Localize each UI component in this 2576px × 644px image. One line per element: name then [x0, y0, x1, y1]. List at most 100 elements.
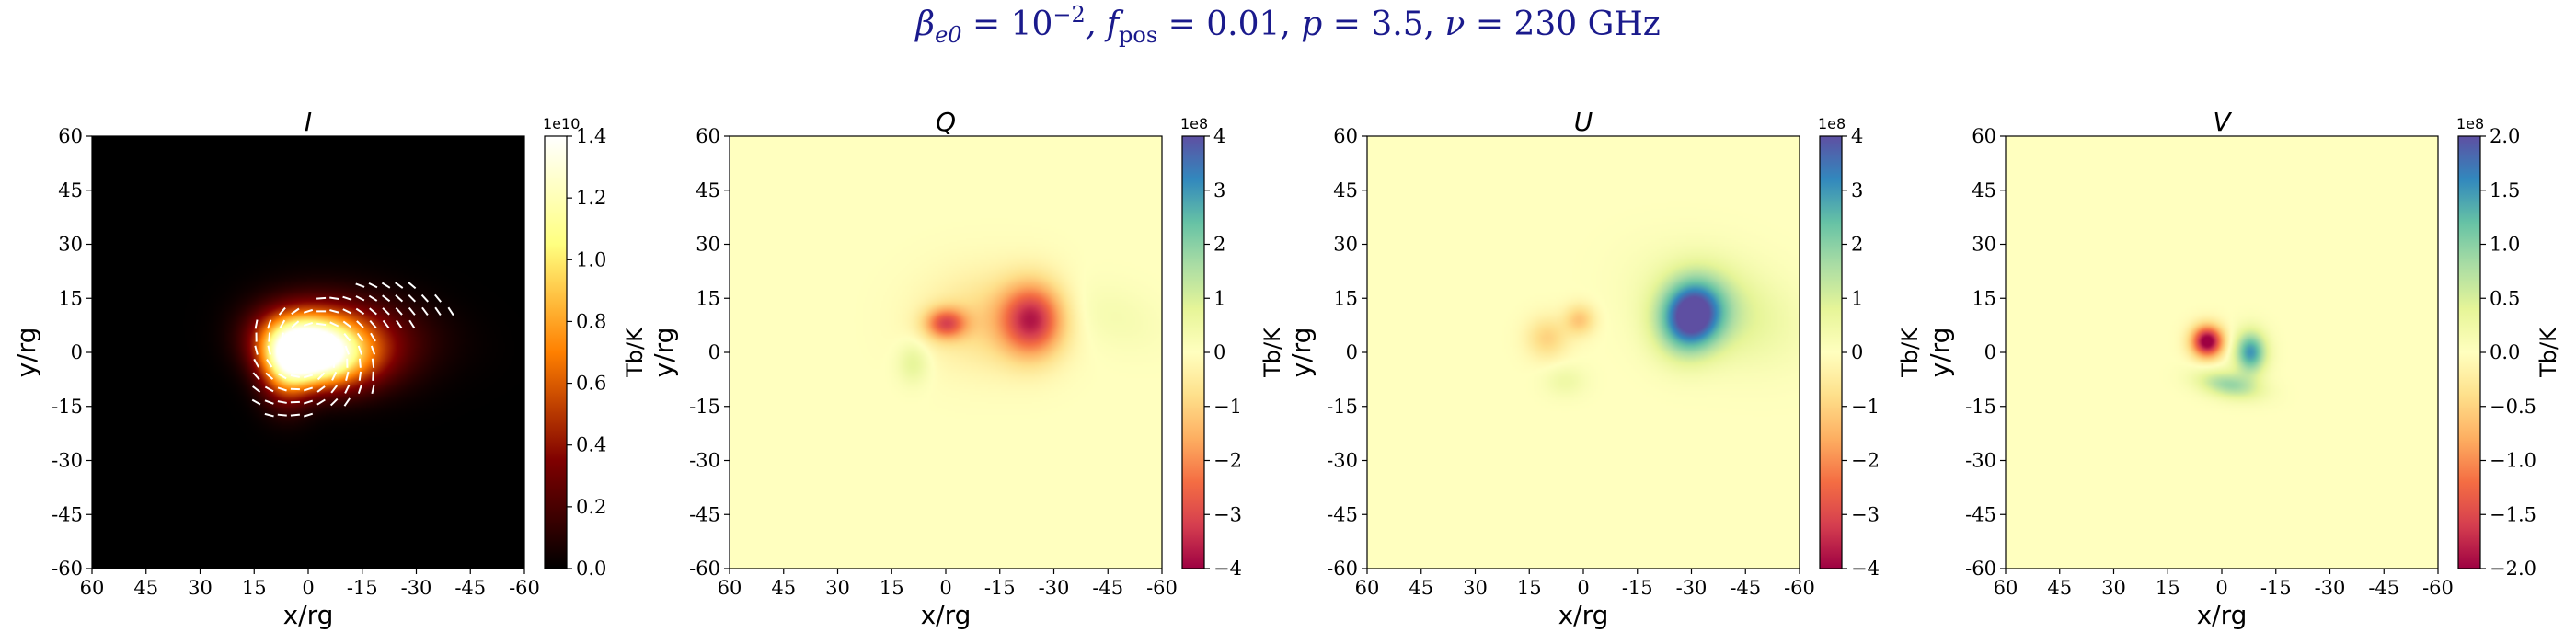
polarization-tick	[382, 319, 390, 329]
x-tick-label: -15	[347, 577, 378, 599]
x-tick-label: 60	[1994, 577, 2018, 599]
polarization-tick	[434, 293, 442, 303]
y-tick-label: -30	[1327, 450, 1358, 472]
y-tick-label: -15	[689, 396, 720, 418]
polarization-tick	[292, 332, 299, 342]
colorbar-gradient	[544, 135, 568, 569]
title-nu: ν	[1445, 6, 1466, 43]
title-beta-sub: e0	[935, 22, 961, 48]
polarization-tick	[357, 384, 362, 395]
colorbar-offset: 1e8	[1818, 115, 1846, 132]
colorbar-label: Tb/K	[2536, 327, 2561, 378]
panel-title: Q	[936, 107, 956, 137]
polarization-tick	[408, 293, 417, 303]
polarization-tick	[342, 320, 351, 328]
polarization-tick	[329, 296, 339, 300]
y-tick-label: -30	[689, 450, 720, 472]
polarization-tick	[277, 373, 287, 380]
polarization-tick	[316, 296, 327, 300]
colorbar-tick-label: 3	[1213, 179, 1225, 201]
polarization-tick	[293, 345, 297, 355]
colorbar-tick-label: 4	[1851, 125, 1863, 147]
x-tick-label: 0	[939, 577, 951, 599]
title-f-sub: pos	[1119, 22, 1157, 48]
polarization-tick	[356, 320, 364, 328]
polarization-tick	[434, 306, 442, 316]
colorbar-tick-label: 0.8	[576, 310, 606, 332]
colorbar-label: Tb/K	[1259, 327, 1285, 378]
polarization-tick	[355, 282, 365, 288]
y-tick-label: 0	[71, 341, 83, 363]
title-f: , f	[1086, 6, 1124, 43]
polarization-tick	[267, 345, 271, 355]
colorbar-tick-label: 0.0	[2490, 341, 2520, 363]
x-tick-label: 45	[133, 577, 158, 599]
colorbar-tick-label: 3	[1851, 179, 1863, 201]
x-tick-label: 60	[1355, 577, 1380, 599]
y-tick-label: -30	[1965, 450, 1996, 472]
y-axis-label: y/rg	[11, 328, 41, 378]
polarization-tick	[316, 372, 326, 381]
x-tick-label: -30	[1039, 577, 1070, 599]
x-tick-label: 45	[2047, 577, 2072, 599]
colorbar-tick-label: −1.5	[2490, 503, 2536, 525]
colorbar-tick-label: 2.0	[2490, 125, 2520, 147]
polarization-tick	[382, 294, 391, 303]
x-tick-label: -45	[2368, 577, 2399, 599]
polarization-tick	[254, 319, 259, 329]
colorbar-tick-label: 0.0	[576, 558, 606, 580]
x-tick-label: -15	[2260, 577, 2292, 599]
colorbar-tick-label: 0.6	[576, 373, 606, 395]
y-tick-label: 45	[1972, 179, 1996, 201]
polarization-tick	[253, 358, 259, 368]
y-axis-label: y/rg	[649, 328, 679, 378]
colorbar-tick-label: 1	[1851, 287, 1863, 309]
colorbar: 4 3 2 1 0 −1 −2 −3 −4 1e8 Tb/K	[1180, 115, 1285, 580]
polarization-tick	[264, 399, 274, 405]
polarization-tick	[303, 399, 314, 405]
polarization-tick	[280, 332, 284, 342]
polarization-tick	[395, 282, 404, 289]
title-beta-exp: −2	[1052, 2, 1085, 28]
colorbar-tick-label: 0.4	[576, 434, 606, 456]
polarization-tick	[357, 345, 363, 355]
polarization-tick	[280, 345, 284, 355]
y-tick-label: -15	[1327, 396, 1358, 418]
polarization-tick	[291, 307, 300, 316]
polarization-tick	[382, 307, 390, 316]
x-tick-label: -45	[1092, 577, 1123, 599]
colorbar-offset: 1e8	[1180, 115, 1208, 132]
colorbar: 1.4 1.2 1.0 0.8 0.6 0.4 0.2 0.0 1e10 Tb/K	[543, 115, 648, 580]
colorbar-tick-label: 1.0	[2490, 234, 2520, 256]
colorbar-tick-label: −3	[1213, 503, 1242, 525]
polarization-tick	[303, 335, 314, 339]
polarization-tick	[278, 306, 286, 316]
colorbar-gradient	[1181, 135, 1205, 569]
x-tick-label: -60	[509, 577, 540, 599]
x-tick-label: 30	[1463, 577, 1488, 599]
polarization-tick	[408, 282, 417, 290]
polarization-tick	[369, 320, 377, 328]
colorbar-tick-label: −4	[1213, 558, 1242, 580]
polarization-tick	[368, 282, 378, 289]
polarization-tick	[395, 294, 404, 303]
title-beta: β	[914, 6, 935, 43]
colorbar-tick-label: −1	[1213, 396, 1242, 418]
y-tick-label: -60	[52, 558, 83, 580]
x-tick-label: -45	[454, 577, 486, 599]
polarization-tick	[344, 385, 351, 394]
polarization-tick	[358, 358, 362, 368]
y-tick-label: -60	[689, 558, 720, 580]
colorbar-tick-label: 1.2	[576, 187, 606, 209]
colorbar-tick-label: −2.0	[2490, 558, 2536, 580]
x-tick-label: 30	[825, 577, 850, 599]
polarization-tick	[447, 306, 454, 316]
colorbar-tick-label: −2	[1213, 450, 1242, 472]
heatmap-image	[1367, 136, 1800, 569]
y-tick-label: 60	[696, 125, 720, 147]
polarization-tick	[342, 295, 352, 301]
x-tick-label: 15	[2156, 577, 2180, 599]
polarization-tick	[372, 371, 374, 381]
polarization-tick	[303, 322, 314, 327]
y-tick-label: -30	[52, 450, 83, 472]
